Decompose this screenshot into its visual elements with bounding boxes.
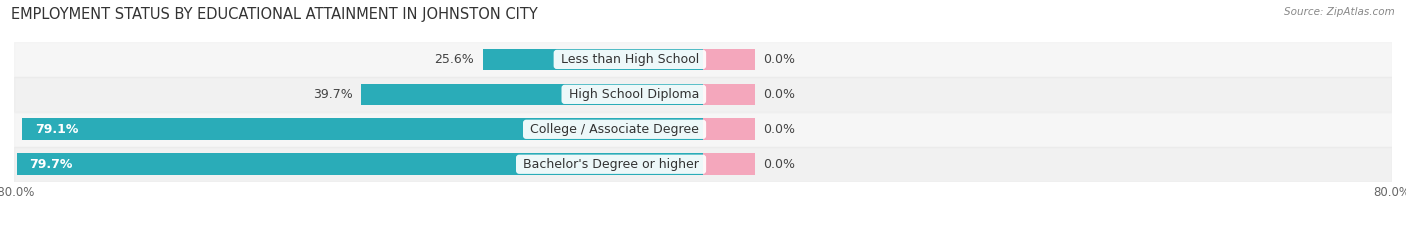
Bar	[14, 112, 1392, 147]
Text: 39.7%: 39.7%	[312, 88, 353, 101]
Text: College / Associate Degree: College / Associate Degree	[526, 123, 703, 136]
Bar	[14, 42, 1392, 77]
Text: 0.0%: 0.0%	[763, 53, 796, 66]
Text: 25.6%: 25.6%	[434, 53, 474, 66]
Text: 79.1%: 79.1%	[35, 123, 79, 136]
Bar	[703, 49, 755, 70]
Text: Less than High School: Less than High School	[557, 53, 703, 66]
Bar	[17, 153, 703, 175]
Bar	[703, 153, 755, 175]
Bar	[703, 83, 755, 105]
Text: High School Diploma: High School Diploma	[565, 88, 703, 101]
Text: Source: ZipAtlas.com: Source: ZipAtlas.com	[1284, 7, 1395, 17]
Bar	[14, 147, 1392, 182]
Bar	[361, 83, 703, 105]
Bar	[22, 118, 703, 140]
Text: 0.0%: 0.0%	[763, 158, 796, 171]
Text: 79.7%: 79.7%	[30, 158, 73, 171]
Bar	[14, 77, 1392, 112]
Bar	[703, 118, 755, 140]
Text: 0.0%: 0.0%	[763, 88, 796, 101]
Text: 0.0%: 0.0%	[763, 123, 796, 136]
Bar	[482, 49, 703, 70]
Text: EMPLOYMENT STATUS BY EDUCATIONAL ATTAINMENT IN JOHNSTON CITY: EMPLOYMENT STATUS BY EDUCATIONAL ATTAINM…	[11, 7, 538, 22]
Text: Bachelor's Degree or higher: Bachelor's Degree or higher	[519, 158, 703, 171]
